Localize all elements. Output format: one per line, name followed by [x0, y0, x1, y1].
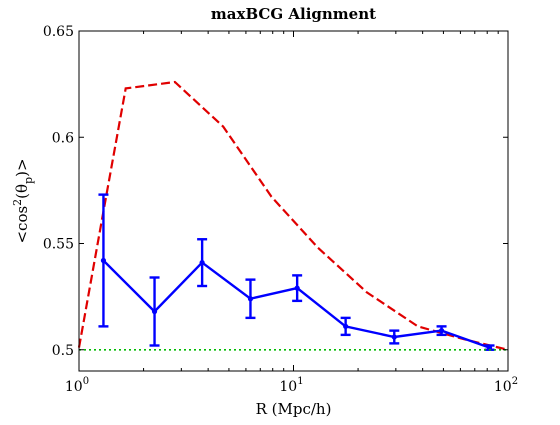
- chart-title: maxBCG Alignment: [211, 5, 376, 23]
- data-point: [199, 260, 205, 266]
- data-point: [247, 296, 254, 302]
- data-point: [151, 308, 158, 315]
- y-label-main: <cos: [13, 206, 31, 244]
- data-point: [343, 323, 349, 329]
- y-tick-label: 0.55: [43, 237, 74, 253]
- x-axis-label: R (Mpc/h): [256, 400, 332, 418]
- x-tick-label: 100: [65, 376, 89, 395]
- plot-area: [79, 31, 508, 371]
- y-label-sub: p: [22, 177, 35, 184]
- y-label-end: )>: [13, 158, 31, 176]
- x-tick-label: 102: [494, 376, 518, 395]
- series-layer: [77, 80, 509, 351]
- data-point: [100, 257, 107, 264]
- y-axis-label: <cos2(θp)>: [11, 158, 35, 243]
- x-tick-label: 101: [279, 376, 303, 395]
- y-label-sup: 2: [11, 199, 24, 206]
- data-point: [294, 285, 300, 291]
- data-point: [438, 328, 445, 334]
- y-tick-label: 0.5: [52, 343, 74, 359]
- tick-layer: 0.5 0.55 0.6 0.65 100 101 102: [43, 24, 518, 395]
- y-tick-label: 0.65: [43, 24, 74, 40]
- data-point: [391, 334, 397, 340]
- data-point: [486, 345, 493, 351]
- y-label-mid: (θ: [13, 184, 31, 199]
- y-tick-label: 0.6: [52, 130, 74, 146]
